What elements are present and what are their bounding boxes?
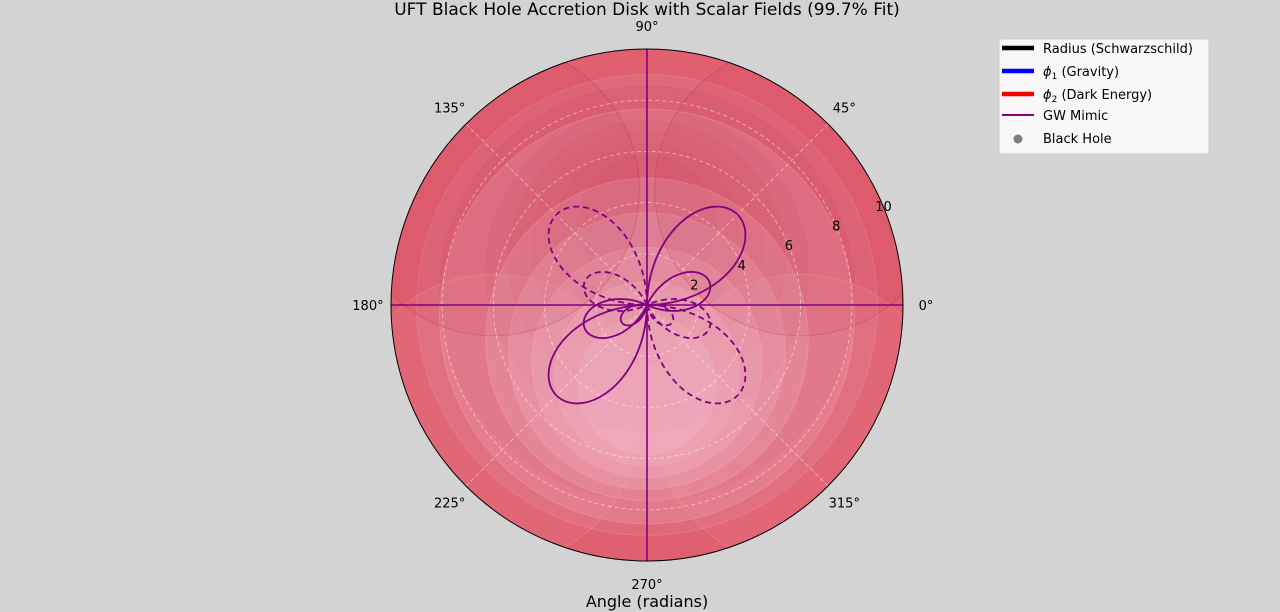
x-axis-label: Angle (radians) xyxy=(586,592,708,611)
polar-plot-area: 0° 45° 90° 135° 180° 225° 270° 315° 2 4 6 8 10 xyxy=(352,20,933,593)
angle-tick-label-270: 270° xyxy=(631,578,662,593)
legend-label-0: Radius (Schwarzschild) xyxy=(1043,42,1193,57)
radial-tick-label-10: 10 xyxy=(875,200,892,215)
radial-tick-label-8: 8 xyxy=(832,220,840,235)
radial-tick-label-4: 4 xyxy=(737,259,745,274)
plot-frame xyxy=(390,48,904,562)
legend-box xyxy=(998,38,1210,155)
angle-tick-labels: 0° 45° 90° 135° 180° 225° 270° 315° xyxy=(352,20,933,593)
legend-label-3: GW Mimic xyxy=(1043,109,1108,124)
legend-item-1: ϕ1 (Gravity) xyxy=(1002,65,1119,82)
gw-solid-petal-2 xyxy=(547,304,648,405)
angle-tick-label-0: 0° xyxy=(919,299,934,314)
gw-solid-petal-4 xyxy=(619,303,648,327)
legend-marker-4 xyxy=(1013,134,1023,144)
legend-item-3: GW Mimic xyxy=(1002,109,1108,124)
angle-tick-label-180: 180° xyxy=(352,299,383,314)
gw-solid-petal-0 xyxy=(646,205,747,306)
gw-solid-petal-1 xyxy=(646,271,712,312)
legend-item-0: Radius (Schwarzschild) xyxy=(1002,42,1193,57)
angle-tick-label-45: 45° xyxy=(833,102,856,117)
gw-dashed-petal-1 xyxy=(582,271,648,312)
gw-dashed-petal-3 xyxy=(646,298,712,339)
gw-dashed-petal-4 xyxy=(646,303,675,327)
angle-tick-label-315: 315° xyxy=(829,496,860,511)
angle-tick-label-135: 135° xyxy=(434,102,465,117)
legend-item-2: ϕ2 (Dark Energy) xyxy=(1002,88,1152,105)
gw-mimic-series xyxy=(391,49,903,561)
legend-item-4: Black Hole xyxy=(1013,132,1112,147)
legend-label-1: ϕ1 (Gravity) xyxy=(1043,65,1119,82)
chart-title: UFT Black Hole Accretion Disk with Scala… xyxy=(394,0,900,20)
legend-label-2: ϕ2 (Dark Energy) xyxy=(1043,88,1152,105)
angle-tick-label-90: 90° xyxy=(635,20,658,35)
legend-label-4: Black Hole xyxy=(1043,132,1112,147)
gw-dashed-petal-2 xyxy=(646,304,747,405)
radial-tick-label-2: 2 xyxy=(690,278,698,293)
radial-tick-label-6: 6 xyxy=(785,239,793,254)
radial-tick-labels: 2 4 6 8 10 xyxy=(690,200,892,293)
gw-dashed-petal-0 xyxy=(547,205,648,306)
angle-tick-label-225: 225° xyxy=(434,496,465,511)
legend: Radius (Schwarzschild) ϕ1 (Gravity) ϕ2 (Da… xyxy=(998,38,1210,155)
gw-solid-petal-3 xyxy=(582,298,648,339)
